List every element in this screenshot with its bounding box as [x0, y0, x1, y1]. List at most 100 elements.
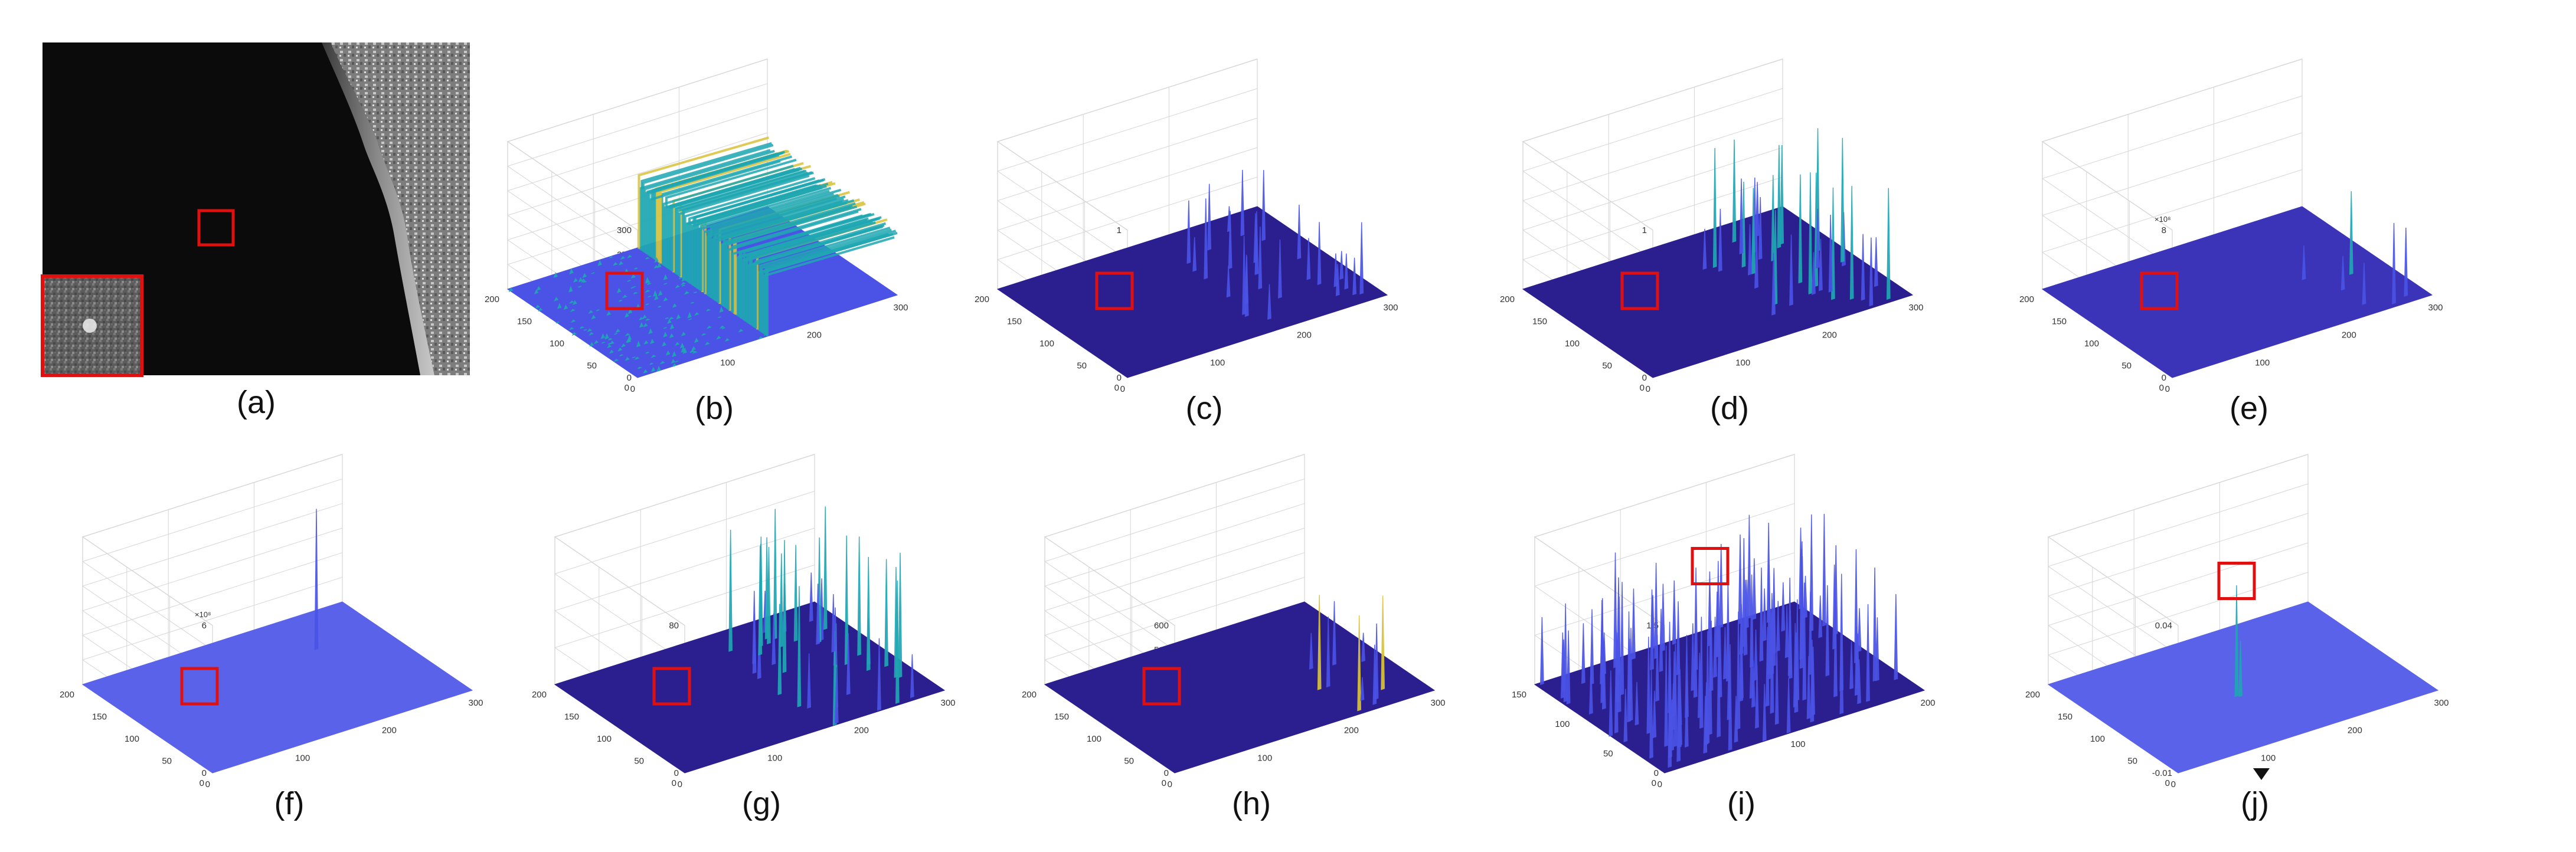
z-grid-f-1: [81, 479, 343, 651]
surface-spike-b-n133: [658, 290, 663, 296]
surface-spike-h-8: [1360, 677, 1365, 702]
surface-ridge-b-57: [684, 177, 816, 280]
surface-spike-b-n61: [694, 337, 699, 343]
z-tick-b-0: 300: [617, 225, 632, 235]
surface-spike-g-34: [834, 667, 839, 724]
surface-spike-i-110: [1740, 628, 1744, 699]
surface-ridge-b-61: [678, 174, 810, 277]
surface-spike-j-1: [2238, 640, 2242, 697]
surface-spike-b-n69: [691, 302, 694, 304]
surface-spike-b-n97: [676, 314, 681, 320]
surface-spike-b-n131: [630, 287, 635, 289]
surface-spike-c-15: [1297, 204, 1302, 260]
zoom-inset-border: [41, 274, 143, 377]
surface-ridge-b-21: [735, 218, 868, 316]
surface-spike-b-n48: [738, 329, 744, 333]
surface-ridge-b-56: [685, 184, 817, 281]
surface-features-f: [314, 509, 319, 650]
surface-spike-d-33: [1841, 137, 1845, 263]
surface-spike-d-0: [1798, 174, 1803, 284]
x-tick-i-1: 200: [1920, 698, 1935, 708]
surface-spike-b-n35: [678, 277, 682, 280]
z-tick-h-6: 0: [1164, 768, 1169, 778]
surface-spike-i-19: [1672, 580, 1676, 645]
surface-spike-b-n46: [675, 361, 679, 363]
surface-spike-b-n54: [627, 254, 632, 258]
z-tick-f-6: 0: [202, 768, 207, 778]
surface-spike-b-n127: [617, 347, 623, 352]
surface-spike-b-n121: [578, 286, 582, 288]
surface-ridge-b-42: [705, 197, 837, 295]
surface-spike-b-n135: [570, 309, 576, 312]
surface-spike-b-n27: [625, 312, 629, 318]
surface-spike-i-58: [1560, 632, 1565, 699]
y-tick-j-1: 150: [2058, 712, 2072, 722]
surface-spike-i-2: [1857, 608, 1862, 653]
surface-spike-b-n109: [627, 280, 631, 282]
y-tick-f-0: 200: [60, 690, 74, 700]
x-tick-j-2: 300: [2434, 698, 2448, 708]
surface-spike-i-130: [1741, 538, 1746, 647]
surface-spike-i-92: [1634, 681, 1639, 726]
surface-spike-b-n37: [663, 327, 667, 329]
surface-floor-e: [2041, 206, 2433, 378]
z-tick-c-0: 1: [1117, 225, 1122, 235]
surface-spike-i-61: [1875, 617, 1879, 681]
surface-spike-b-n84: [591, 272, 595, 274]
surface-spike-b-n50: [557, 303, 562, 309]
surface-spike-b-n71: [659, 361, 665, 365]
surface-spike-b-n151: [649, 363, 653, 365]
surface-spike-b-n83: [654, 257, 659, 263]
surface-ridge-b-86: [642, 143, 774, 252]
surface-spike-c-23: [1226, 266, 1231, 298]
surface-spike-b-n51: [568, 327, 574, 330]
surface-spike-b-n149: [621, 343, 626, 348]
surface-spike-g-7: [772, 613, 776, 666]
surface-spike-b-n47: [672, 303, 677, 308]
surface-spike-g-15: [797, 586, 802, 707]
surface-spike-i-74: [1822, 513, 1826, 627]
surface-spike-i-53: [1809, 514, 1814, 632]
surface-spike-c-20: [1258, 226, 1263, 290]
x-tick-e-2: 300: [2428, 303, 2443, 313]
surface-spike-i-59: [1784, 605, 1789, 658]
surface-spike-b-n2: [581, 278, 586, 283]
surface-spike-b-n17: [687, 312, 692, 319]
surface-floor-h: [1044, 601, 1436, 774]
surface-ridge-b-13: [747, 226, 879, 324]
z-tick-b-6: 0: [627, 373, 632, 383]
surface-features-e: [2302, 191, 2408, 305]
caption-i: (i): [1727, 786, 1756, 821]
surface-spike-i-60: [1655, 634, 1659, 702]
surface-spike-b-n29: [681, 276, 686, 282]
surface-spike-b-n22: [643, 323, 648, 327]
surface-spike-b-n98: [663, 332, 668, 337]
surface-spike-b-n64: [600, 333, 606, 339]
surface-spike-g-28: [884, 559, 888, 667]
surface-spike-d-9: [1777, 145, 1781, 248]
surface-spike-b-n56: [619, 354, 623, 356]
surface-ridge-b-39: [710, 188, 842, 298]
surface-spike-e-3: [2340, 255, 2345, 291]
surface-features-i: [1539, 513, 1898, 768]
y-tick-b-1: 150: [517, 317, 532, 327]
surface-spike-b-n90: [609, 349, 614, 354]
y-tick-e-0: 200: [2019, 294, 2034, 304]
surface-spike-b-n21: [671, 359, 676, 364]
surface-spike-d-22: [1808, 172, 1813, 295]
surface-spike-b-n65: [663, 297, 668, 302]
surface-spike-g-20: [764, 537, 769, 640]
surface-spike-b-n19: [672, 350, 676, 358]
y-tick-d-1: 150: [1532, 317, 1547, 327]
origin-tick-g: 0: [678, 779, 682, 789]
surface-spike-i-137: [1649, 670, 1653, 759]
z-multiplier-f: ×10⁸: [195, 610, 211, 619]
z-grid-d-2: [1522, 117, 1783, 290]
surface-spike-b-n3: [679, 342, 685, 349]
surface-spike-b-n139: [568, 286, 573, 293]
surface-spike-b-n145: [609, 256, 613, 258]
surface-spike-b-n80: [606, 344, 612, 349]
surface-spike-b-n102: [647, 283, 652, 285]
z-multiplier-e: ×10⁸: [2155, 215, 2171, 224]
surface-spike-b-n73: [645, 303, 649, 306]
